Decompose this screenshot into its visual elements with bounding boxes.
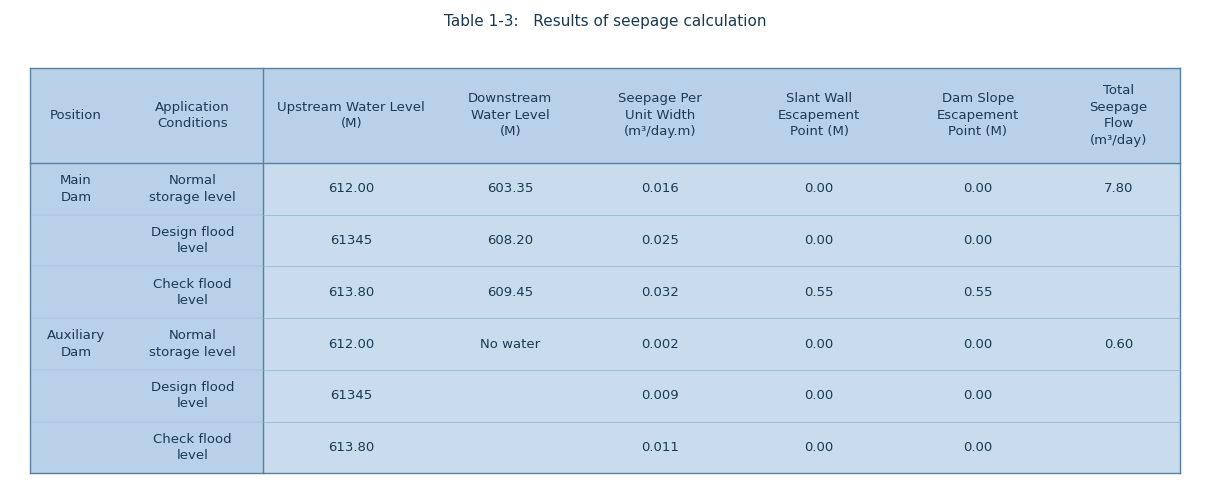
Text: Position: Position <box>50 109 102 122</box>
Text: 0.55: 0.55 <box>963 286 992 299</box>
Text: Check flood
level: Check flood level <box>152 433 231 462</box>
Text: 608.20: 608.20 <box>488 234 534 247</box>
Text: Table 1-3:   Results of seepage calculation: Table 1-3: Results of seepage calculatio… <box>444 14 766 29</box>
Text: 0.60: 0.60 <box>1104 338 1134 351</box>
Text: Dam Slope
Escapement
Point (M): Dam Slope Escapement Point (M) <box>937 92 1019 138</box>
Text: 0.00: 0.00 <box>805 234 834 247</box>
Text: Normal
storage level: Normal storage level <box>149 174 236 203</box>
Text: 0.00: 0.00 <box>805 182 834 195</box>
Text: 612.00: 612.00 <box>328 182 374 195</box>
Text: 0.00: 0.00 <box>963 234 992 247</box>
Text: 61345: 61345 <box>330 234 373 247</box>
Text: 612.00: 612.00 <box>328 338 374 351</box>
Text: 0.002: 0.002 <box>641 338 679 351</box>
Text: Slant Wall
Escapement
Point (M): Slant Wall Escapement Point (M) <box>778 92 860 138</box>
Text: 0.55: 0.55 <box>805 286 834 299</box>
Text: 0.011: 0.011 <box>641 441 679 454</box>
Text: 609.45: 609.45 <box>488 286 534 299</box>
Text: 0.032: 0.032 <box>641 286 679 299</box>
Text: 603.35: 603.35 <box>488 182 534 195</box>
Text: Check flood
level: Check flood level <box>152 278 231 307</box>
Text: 0.025: 0.025 <box>641 234 679 247</box>
Text: 0.00: 0.00 <box>963 182 992 195</box>
Text: 0.009: 0.009 <box>641 389 679 402</box>
Text: 0.00: 0.00 <box>963 338 992 351</box>
Text: 613.80: 613.80 <box>328 441 374 454</box>
Text: 0.016: 0.016 <box>641 182 679 195</box>
Text: Downstream
Water Level
(M): Downstream Water Level (M) <box>468 92 552 138</box>
Text: Upstream Water Level
(M): Upstream Water Level (M) <box>277 100 425 130</box>
Text: Normal
storage level: Normal storage level <box>149 329 236 359</box>
Text: 0.00: 0.00 <box>963 441 992 454</box>
Text: 0.00: 0.00 <box>963 389 992 402</box>
Text: Seepage Per
Unit Width
(m³/day.m): Seepage Per Unit Width (m³/day.m) <box>618 92 702 138</box>
Text: 7.80: 7.80 <box>1104 182 1134 195</box>
Text: Application
Conditions: Application Conditions <box>155 100 230 130</box>
Text: No water: No water <box>480 338 541 351</box>
Text: Auxiliary
Dam: Auxiliary Dam <box>47 329 105 359</box>
Text: Design flood
level: Design flood level <box>150 381 234 411</box>
Text: 0.00: 0.00 <box>805 441 834 454</box>
Text: 61345: 61345 <box>330 389 373 402</box>
Text: 0.00: 0.00 <box>805 389 834 402</box>
Text: Total
Seepage
Flow
(m³/day): Total Seepage Flow (m³/day) <box>1089 84 1148 146</box>
Text: 613.80: 613.80 <box>328 286 374 299</box>
Text: 0.00: 0.00 <box>805 338 834 351</box>
Text: Main
Dam: Main Dam <box>60 174 92 203</box>
Text: Design flood
level: Design flood level <box>150 226 234 256</box>
